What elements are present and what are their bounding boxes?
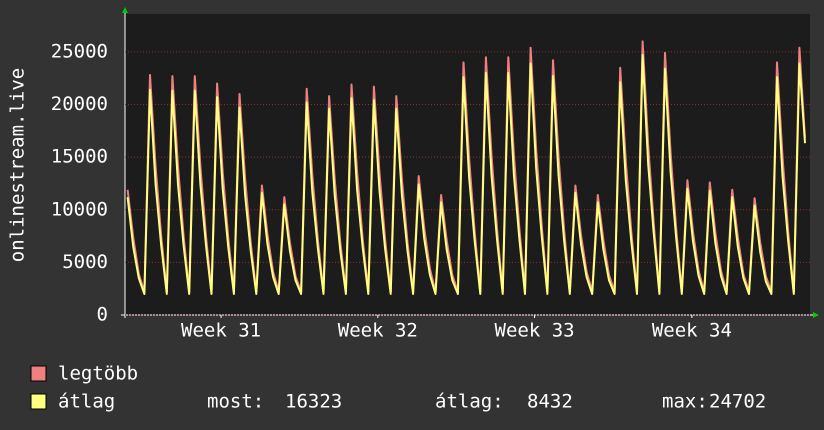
series-line bbox=[126, 54, 806, 295]
x-tick-label: Week 31 bbox=[181, 320, 261, 342]
stat-value: 24702 bbox=[709, 391, 766, 413]
x-tick-label: Week 32 bbox=[338, 320, 418, 342]
y-tick-label: 25000 bbox=[51, 40, 108, 62]
x-tick-label: Week 34 bbox=[652, 320, 732, 342]
y-tick-label: 15000 bbox=[51, 146, 108, 168]
y-axis-label: onlinestream.live bbox=[7, 68, 29, 262]
legend-swatch bbox=[30, 393, 47, 410]
legend-label: átlag bbox=[58, 391, 115, 413]
stat-label: max: bbox=[662, 391, 708, 413]
axis-arrow bbox=[813, 312, 819, 318]
y-tick-label: 10000 bbox=[51, 198, 108, 220]
y-tick-label: 20000 bbox=[51, 93, 108, 115]
y-tick-label: 0 bbox=[97, 304, 108, 326]
stat-value: 16323 bbox=[285, 391, 342, 413]
stat-label: átlag: bbox=[435, 391, 504, 413]
legend-swatch bbox=[30, 365, 47, 382]
axis-arrow bbox=[122, 7, 128, 13]
stat-label: most: bbox=[207, 391, 264, 413]
legend-label: legtöbb bbox=[58, 363, 138, 385]
y-tick-label: 5000 bbox=[62, 251, 108, 273]
stat-value: 8432 bbox=[527, 391, 573, 413]
x-tick-label: Week 33 bbox=[495, 320, 575, 342]
